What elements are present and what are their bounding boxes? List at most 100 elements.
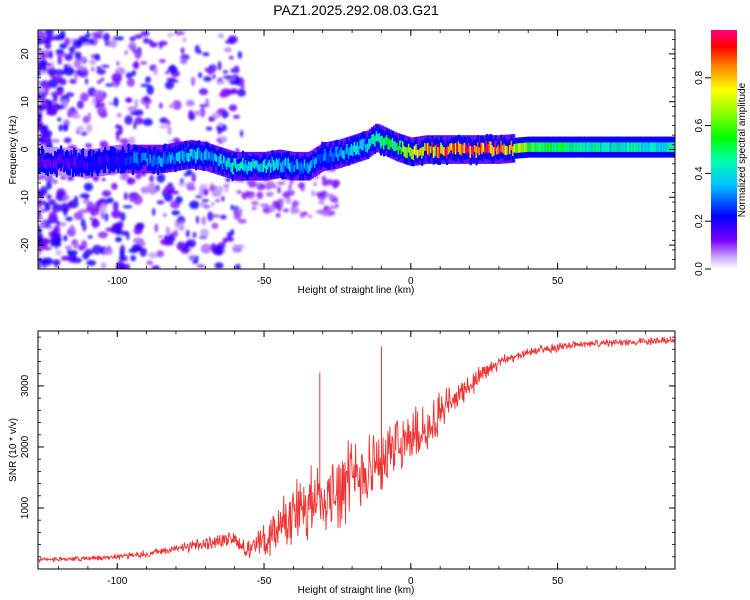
ridge-core	[589, 142, 593, 152]
ridge-core	[283, 159, 286, 172]
noise-blob	[216, 80, 225, 85]
ridge-core	[127, 150, 130, 163]
ridge-core	[220, 154, 223, 164]
ridge-core	[422, 146, 425, 156]
ridge-core	[550, 142, 553, 152]
noise-blob	[214, 262, 224, 269]
ridge-core	[664, 142, 667, 152]
ridge-core	[316, 153, 320, 165]
noise-blob	[61, 255, 69, 261]
ridge-core	[195, 151, 198, 164]
ridge-core	[660, 142, 663, 152]
ridge-core	[673, 142, 675, 152]
noise-blob	[119, 265, 125, 269]
colorbar-tick-label: 0.8	[694, 70, 705, 84]
noise-blob	[73, 241, 79, 249]
noise-blob	[116, 61, 120, 66]
ridge-core	[444, 148, 447, 157]
ridge-core	[77, 159, 80, 170]
noise-blob	[128, 136, 136, 146]
noise-blob	[214, 245, 224, 256]
ridge-core	[569, 142, 572, 152]
ridge-core	[563, 142, 566, 152]
noise-blob	[207, 211, 214, 222]
ridge-core	[134, 153, 138, 164]
ridge-core	[419, 148, 422, 156]
ridge-core	[67, 158, 70, 169]
noise-blob	[52, 259, 61, 266]
noise-blob	[89, 59, 97, 65]
ridge-core	[407, 143, 411, 153]
spectrogram-noise-cloud	[38, 30, 341, 269]
ridge-core	[503, 143, 506, 155]
ridge-core	[338, 149, 342, 157]
ridge-core	[349, 146, 352, 156]
ridge-core	[126, 157, 129, 165]
ridge-core	[306, 162, 309, 173]
noise-blob	[71, 257, 82, 264]
ridge-core	[512, 146, 515, 156]
ridge-core	[437, 147, 440, 159]
noise-blob	[212, 63, 217, 74]
noise-blob	[191, 76, 196, 87]
noise-blob	[63, 123, 69, 132]
ridge-core	[130, 155, 133, 164]
noise-blob	[101, 190, 112, 197]
noise-blob	[180, 221, 184, 230]
ridge-core	[576, 142, 579, 152]
noise-blob	[193, 110, 203, 116]
noise-blob	[237, 218, 247, 224]
x-tick-label: 50	[552, 276, 564, 287]
ridge-core	[344, 147, 347, 156]
ridge-core	[261, 163, 264, 172]
noise-blob	[148, 252, 159, 259]
ridge-core	[108, 156, 111, 168]
ridge-core	[337, 153, 340, 161]
noise-blob	[202, 188, 209, 196]
ridge-core	[341, 150, 344, 159]
noise-blob	[143, 95, 150, 103]
ridge-core	[177, 151, 180, 162]
noise-blob	[129, 111, 139, 116]
ridge-core	[45, 159, 48, 169]
ridge-core	[528, 142, 531, 152]
ridge-core	[551, 142, 554, 152]
ridge-core	[142, 152, 145, 161]
noise-blob	[119, 138, 129, 144]
noise-blob	[216, 108, 227, 115]
noise-blob	[130, 255, 137, 262]
ridge-core	[661, 142, 664, 152]
noise-blob	[41, 133, 51, 144]
colorbar-tick-label: 0.4	[694, 166, 705, 180]
noise-blob	[292, 203, 296, 209]
ridge-core	[178, 151, 182, 164]
noise-blob	[180, 178, 184, 184]
noise-blob	[152, 207, 156, 216]
ridge-core	[644, 142, 647, 152]
ridge-core	[358, 146, 361, 155]
noise-blob	[140, 83, 150, 88]
ridge-core	[347, 148, 350, 160]
noise-blob	[76, 125, 84, 133]
noise-blob	[230, 229, 235, 236]
ridge-core	[500, 141, 503, 152]
noise-blob	[177, 215, 186, 225]
noise-blob	[217, 127, 222, 135]
noise-blob	[133, 227, 143, 235]
noise-blob	[165, 226, 171, 236]
ridge-core	[309, 161, 312, 172]
y-tick-label: -20	[20, 237, 31, 252]
noise-blob	[195, 215, 200, 224]
noise-blob	[212, 74, 216, 80]
noise-blob	[230, 204, 235, 211]
ridge-core	[355, 145, 358, 156]
ridge-core	[388, 139, 391, 150]
noise-blob	[170, 79, 179, 83]
ridge-core	[427, 143, 430, 155]
ridge-core	[98, 155, 101, 167]
ridge-core	[208, 151, 211, 160]
colorbar-label: Normalized spectral amplitude	[737, 82, 748, 217]
noise-blob	[38, 225, 41, 229]
noise-blob	[96, 103, 106, 107]
ridge-core	[554, 142, 557, 152]
